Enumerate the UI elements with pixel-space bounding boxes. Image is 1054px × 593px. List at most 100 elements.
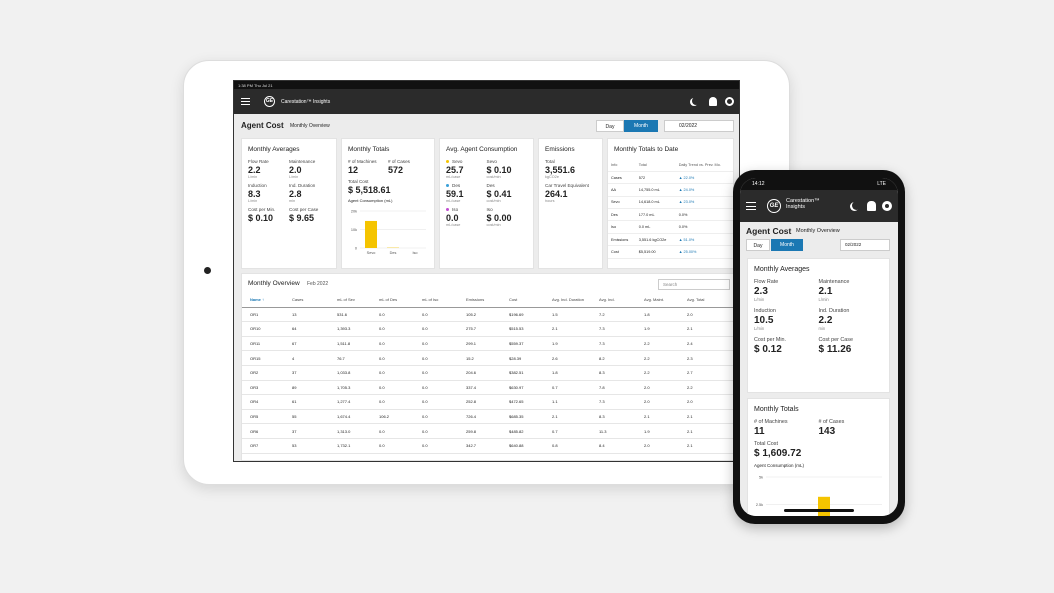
theme-icon[interactable] — [852, 201, 861, 210]
metric-value: 2.2 — [248, 165, 261, 175]
metrics: Flow Rate 2.2 L/min Maintenance 2.0 L/min Indu… — [242, 159, 336, 223]
user-icon[interactable] — [709, 97, 717, 106]
metric-unit: cost/min — [486, 199, 501, 203]
metric-value: 25.7 — [446, 165, 464, 175]
metric-label-text: Des — [486, 183, 495, 188]
table-row: Cases 572 ▲ 22.0% — [608, 171, 733, 185]
date-picker[interactable]: 02/2022 — [664, 120, 734, 132]
table-cell: 1.9 — [644, 428, 650, 434]
table-cell: 64 — [292, 326, 297, 332]
table-cell: Iso — [608, 220, 636, 234]
table-cell: ▲ 22.0% — [675, 171, 733, 185]
table-cell: 2.0 — [687, 311, 693, 317]
bar — [365, 220, 377, 248]
metric-label: Induction — [754, 308, 819, 314]
settings-icon[interactable] — [725, 97, 734, 106]
table-cell: 1,674.4 — [337, 414, 351, 420]
table-cell: 2.1 — [687, 414, 693, 420]
table-cell: 53 — [292, 443, 297, 449]
metric-label: Des — [446, 183, 487, 188]
column-header: Daily Trend vs. Prev. Mo. — [675, 159, 733, 172]
metric-value: 2.1 — [818, 286, 833, 297]
metric-label-text: Cost per Case — [818, 337, 853, 343]
search-input[interactable]: Search — [658, 279, 730, 290]
month-button[interactable]: Month — [771, 239, 803, 251]
metric-label: Flow Rate — [248, 159, 289, 164]
day-button[interactable]: Day — [596, 120, 624, 132]
column-header: Avg. Total — [687, 297, 705, 303]
metric: Des 59.1 mL/case — [446, 183, 487, 203]
column-header: Name ↑ — [250, 297, 265, 303]
menu-icon[interactable] — [746, 202, 756, 210]
metric-unit: L/min — [289, 175, 299, 179]
panel-period: Feb 2022 — [307, 281, 329, 287]
metric-unit: min — [818, 326, 826, 331]
table-cell: 8.3 — [599, 414, 605, 420]
date-picker[interactable]: 02/2022 — [840, 239, 890, 251]
table-cell: 0.0 — [379, 384, 385, 390]
table-cell: OR2 — [250, 370, 259, 376]
month-button[interactable]: Month — [624, 120, 658, 132]
table-cell: 252.8 — [466, 399, 477, 405]
table-row: OR1 13 531.6 0.0 0.0 105.2 $196.69 1.5 7.2 1.8 2.0 — [242, 308, 733, 323]
table-cell: 2.2 — [644, 370, 650, 376]
table-cell: $630.97 — [509, 384, 524, 390]
metric: # of Cases 143 — [819, 419, 884, 437]
table-cell: 2.1 — [552, 326, 558, 332]
card: Monthly Totals # of Machines 12 # of Cases 5… — [341, 138, 435, 269]
table-cell: 0.0 — [422, 384, 428, 390]
metric: Induction 8.3 L/min — [248, 183, 289, 203]
table-cell: 0.0 — [422, 399, 428, 405]
metric-label-text: Total Cost — [754, 441, 778, 447]
metric-label-text: Maintenance — [289, 159, 316, 164]
theme-icon[interactable] — [692, 97, 700, 105]
table-cell: 1.8 — [552, 370, 558, 376]
y-tick-label: 0 — [355, 246, 357, 250]
metric-label: # of Machines — [754, 419, 819, 425]
metric-label-text: Induction — [248, 183, 267, 188]
table-cell: 37 — [292, 428, 297, 434]
metric-label: Total Cost — [348, 179, 428, 184]
column-header: Cases — [292, 297, 304, 303]
table-cell: OR10 — [250, 326, 261, 332]
metric-label-text: # of Cases — [818, 419, 845, 425]
table-cell: 204.6 — [466, 370, 477, 376]
table-cell: 1,511.8 — [337, 341, 351, 347]
metric: Sevo $ 0.10 cost/min — [487, 159, 528, 179]
metric-label-text: Car Travel Equivalent — [545, 183, 589, 188]
day-button[interactable]: Day — [746, 239, 770, 251]
user-icon[interactable] — [867, 201, 876, 211]
table-cell: AA — [608, 183, 636, 197]
page-title: Agent Cost — [241, 121, 284, 130]
tablet-button — [204, 267, 211, 274]
table-cell: $515.53 — [509, 326, 524, 332]
table-cell: 0.0 — [379, 370, 385, 376]
metric: Total Cost $ 1,609.72 — [754, 441, 883, 459]
table-cell: Cost — [608, 245, 636, 259]
metric-value: 12 — [348, 165, 359, 175]
table-row: Iso 0.0 mL 0.0% — [608, 220, 733, 234]
table-cell: 14,618.0 mL — [635, 196, 676, 210]
metric: Sevo 25.7 mL/case — [446, 159, 487, 179]
status-bar: 1:38 PM Thu Jul 21 — [234, 81, 739, 89]
metric-label-text: Iso — [452, 207, 459, 212]
table-row: OR7 53 1,732.1 0.0 0.0 342.7 $640.88 0.8 8.4 2.0 2… — [242, 439, 733, 454]
metric-label: Maintenance — [819, 279, 884, 285]
app-header: GE Carestation™ Insights — [234, 89, 739, 114]
card: Monthly Averages Flow Rate 2.2 L/min Mainten… — [241, 138, 337, 269]
metric-value: 11 — [754, 426, 765, 437]
table-cell: $640.88 — [509, 443, 524, 449]
metric-value: $ 0.41 — [486, 189, 512, 199]
table-cell: 2.1 — [644, 414, 650, 420]
metric-label-text: Cost per Min. — [754, 337, 787, 343]
metric: Cost per Min. $ 0.12 — [754, 337, 819, 355]
menu-icon[interactable] — [241, 98, 250, 105]
card-title: Emissions — [545, 146, 575, 153]
table-cell: 0.0 — [379, 443, 385, 449]
metric: Cost per Min. $ 0.10 — [248, 207, 289, 223]
metric-label-text: Iso — [486, 207, 493, 212]
settings-icon[interactable] — [882, 201, 892, 211]
table-cell: 37 — [292, 370, 297, 376]
column-header: mL of Iso — [422, 297, 439, 303]
table-cell: 1,732.1 — [337, 443, 351, 449]
